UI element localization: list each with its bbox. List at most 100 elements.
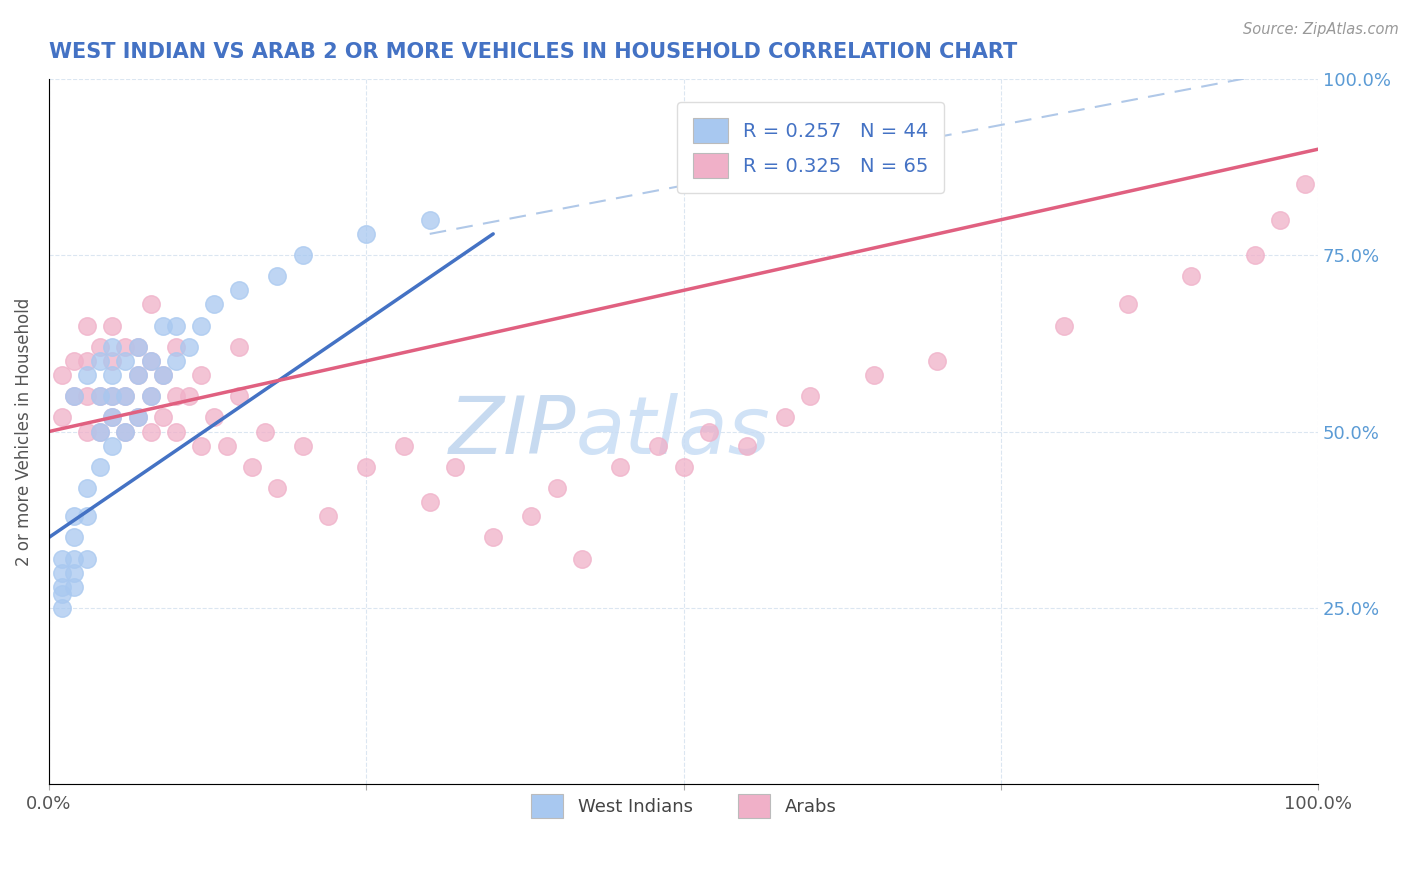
- Point: [735, 439, 758, 453]
- Point: [51, 410, 73, 425]
- Point: [114, 389, 136, 403]
- Point: [190, 439, 212, 453]
- Point: [165, 389, 187, 403]
- Point: [101, 410, 124, 425]
- Point: [482, 530, 505, 544]
- Point: [1294, 178, 1316, 192]
- Point: [51, 587, 73, 601]
- Point: [571, 551, 593, 566]
- Point: [291, 439, 314, 453]
- Point: [89, 425, 111, 439]
- Point: [1053, 318, 1076, 333]
- Text: Source: ZipAtlas.com: Source: ZipAtlas.com: [1243, 22, 1399, 37]
- Point: [356, 227, 378, 241]
- Point: [101, 410, 124, 425]
- Point: [139, 389, 162, 403]
- Point: [89, 425, 111, 439]
- Point: [89, 389, 111, 403]
- Legend: West Indians, Arabs: West Indians, Arabs: [523, 787, 844, 825]
- Point: [114, 389, 136, 403]
- Point: [101, 389, 124, 403]
- Point: [101, 340, 124, 354]
- Point: [89, 354, 111, 368]
- Point: [152, 318, 174, 333]
- Point: [266, 481, 288, 495]
- Point: [394, 439, 416, 453]
- Point: [1243, 248, 1265, 262]
- Point: [152, 368, 174, 382]
- Point: [177, 389, 200, 403]
- Point: [152, 368, 174, 382]
- Point: [697, 425, 720, 439]
- Point: [165, 354, 187, 368]
- Point: [291, 248, 314, 262]
- Point: [101, 439, 124, 453]
- Point: [89, 459, 111, 474]
- Point: [215, 439, 238, 453]
- Point: [177, 340, 200, 354]
- Text: ZIP: ZIP: [449, 392, 575, 470]
- Point: [609, 459, 631, 474]
- Point: [76, 389, 98, 403]
- Point: [89, 340, 111, 354]
- Point: [127, 340, 149, 354]
- Point: [51, 368, 73, 382]
- Point: [127, 410, 149, 425]
- Point: [76, 368, 98, 382]
- Point: [101, 389, 124, 403]
- Point: [546, 481, 568, 495]
- Point: [672, 459, 695, 474]
- Point: [139, 297, 162, 311]
- Point: [316, 509, 339, 524]
- Point: [773, 410, 796, 425]
- Point: [114, 340, 136, 354]
- Point: [76, 425, 98, 439]
- Point: [253, 425, 276, 439]
- Point: [89, 389, 111, 403]
- Point: [51, 551, 73, 566]
- Point: [927, 354, 949, 368]
- Point: [127, 410, 149, 425]
- Point: [356, 459, 378, 474]
- Point: [190, 318, 212, 333]
- Point: [202, 297, 225, 311]
- Point: [51, 580, 73, 594]
- Text: atlas: atlas: [575, 392, 770, 470]
- Point: [863, 368, 886, 382]
- Point: [152, 410, 174, 425]
- Point: [101, 354, 124, 368]
- Point: [63, 566, 86, 580]
- Point: [139, 354, 162, 368]
- Point: [139, 389, 162, 403]
- Point: [51, 566, 73, 580]
- Point: [76, 318, 98, 333]
- Point: [165, 425, 187, 439]
- Point: [1116, 297, 1139, 311]
- Point: [63, 509, 86, 524]
- Point: [165, 318, 187, 333]
- Point: [114, 354, 136, 368]
- Point: [647, 439, 669, 453]
- Point: [190, 368, 212, 382]
- Point: [228, 340, 250, 354]
- Point: [266, 269, 288, 284]
- Point: [63, 551, 86, 566]
- Point: [127, 340, 149, 354]
- Point: [101, 318, 124, 333]
- Point: [63, 354, 86, 368]
- Point: [127, 368, 149, 382]
- Point: [63, 580, 86, 594]
- Point: [76, 481, 98, 495]
- Point: [76, 551, 98, 566]
- Point: [165, 340, 187, 354]
- Point: [76, 354, 98, 368]
- Text: WEST INDIAN VS ARAB 2 OR MORE VEHICLES IN HOUSEHOLD CORRELATION CHART: WEST INDIAN VS ARAB 2 OR MORE VEHICLES I…: [49, 42, 1017, 62]
- Point: [139, 354, 162, 368]
- Point: [444, 459, 467, 474]
- Point: [419, 212, 441, 227]
- Point: [419, 495, 441, 509]
- Point: [202, 410, 225, 425]
- Point: [1268, 212, 1291, 227]
- Point: [228, 283, 250, 297]
- Point: [1180, 269, 1202, 284]
